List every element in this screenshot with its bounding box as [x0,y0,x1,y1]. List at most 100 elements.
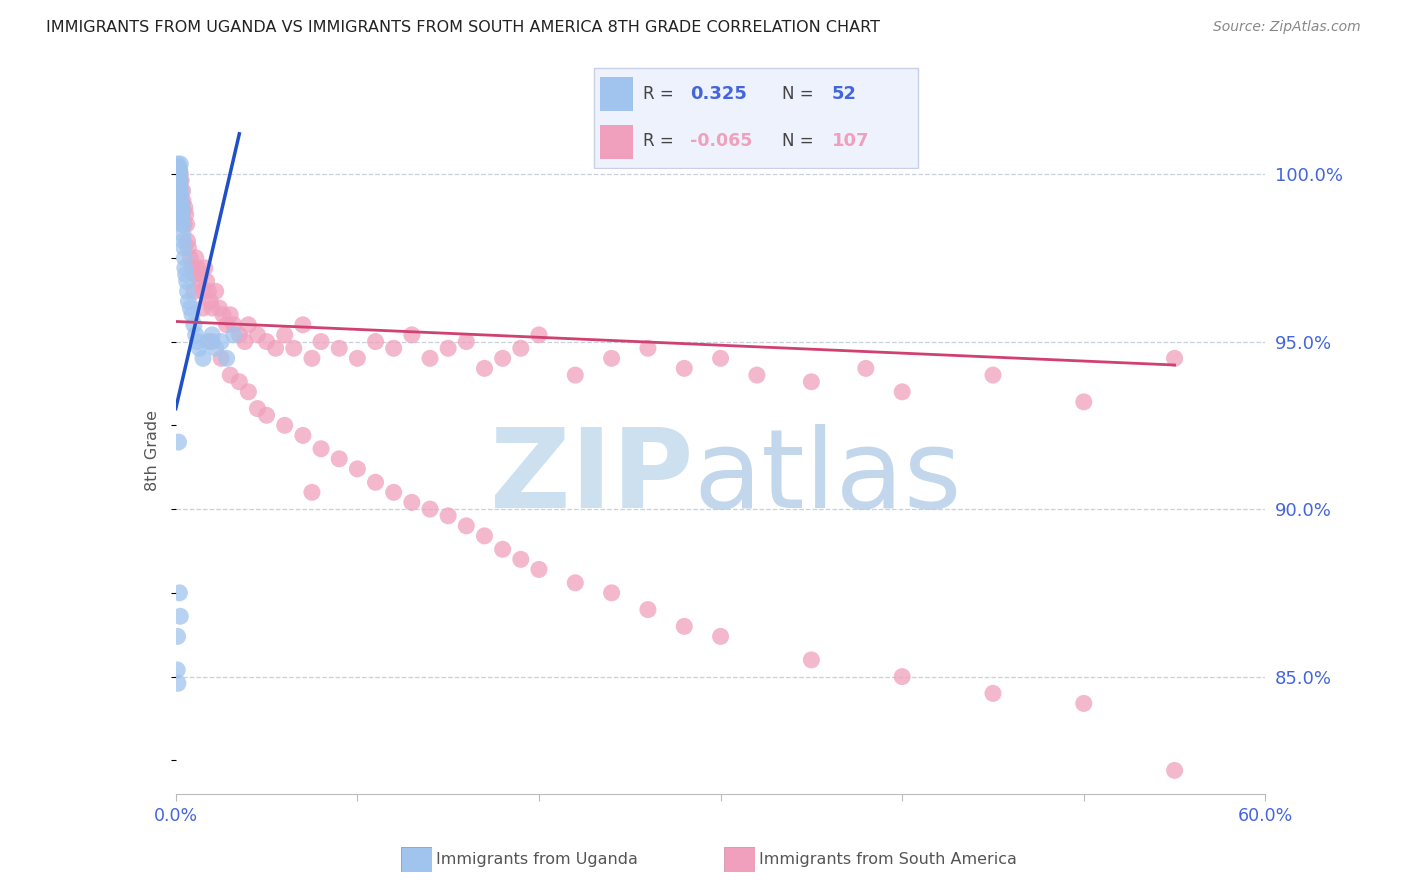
Point [170,217,193,231]
Point [309,442,332,456]
Point [176,217,198,231]
Point [167,174,190,188]
Point [169,187,191,202]
Point [183,285,205,299]
Point [492,351,515,366]
Point [167,676,190,690]
Point [600,351,623,366]
Point [172,194,194,208]
Point [246,327,269,342]
Point [173,201,195,215]
Point [179,251,201,265]
Point [167,167,190,181]
Point [191,351,214,366]
Point [527,562,550,576]
Point [208,301,231,315]
Bar [600,126,634,159]
Point [166,161,188,175]
Point [190,268,212,282]
Point [177,294,200,309]
Point [209,334,232,349]
Point [167,184,190,198]
Point [382,341,405,355]
Point [219,368,242,382]
Point [246,401,269,416]
Point [212,308,235,322]
Point [197,334,219,349]
Point [169,194,191,208]
Point [509,341,531,355]
Point [382,485,405,500]
Point [215,318,238,332]
Point [215,351,238,366]
Point [166,161,188,175]
Text: Source: ZipAtlas.com: Source: ZipAtlas.com [1213,20,1361,34]
Point [173,260,195,275]
Point [204,341,226,355]
Point [169,609,191,624]
Point [169,180,191,194]
FancyBboxPatch shape [593,68,918,169]
Text: 0.0%: 0.0% [153,807,198,825]
Text: R =: R = [644,85,673,103]
Point [201,327,224,342]
Point [173,251,195,265]
Point [167,174,190,188]
Point [191,301,214,315]
Point [401,495,423,509]
Point [201,301,224,315]
Point [167,167,190,181]
Point [745,368,768,382]
Point [401,327,423,342]
Point [1163,764,1185,778]
Point [238,384,260,399]
Point [492,542,515,557]
Point [346,462,368,476]
Text: R =: R = [644,132,673,150]
Point [169,167,191,181]
Point [169,163,191,178]
Point [291,428,314,442]
Y-axis label: 8th Grade: 8th Grade [145,410,160,491]
Point [172,207,194,221]
Point [173,241,195,255]
Point [301,351,323,366]
Point [170,207,193,221]
Point [195,274,218,288]
Point [209,351,232,366]
Point [166,157,188,171]
Point [167,435,190,450]
Point [710,351,733,366]
Point [309,334,332,349]
Point [169,586,191,600]
Point [346,351,368,366]
Text: IMMIGRANTS FROM UGANDA VS IMMIGRANTS FROM SOUTH AMERICA 8TH GRADE CORRELATION CH: IMMIGRANTS FROM UGANDA VS IMMIGRANTS FRO… [46,20,880,35]
Point [174,268,197,282]
Point [186,260,209,275]
Point [179,301,201,315]
Point [167,174,190,188]
Point [172,207,194,221]
Point [176,285,198,299]
Point [222,318,245,332]
Point [169,167,191,181]
Point [891,670,914,684]
Point [456,334,478,349]
Point [238,318,260,332]
Point [174,207,197,221]
Point [183,318,205,332]
Point [184,327,207,342]
Point [173,217,195,231]
Point [169,174,191,188]
Point [233,334,256,349]
Point [474,361,496,376]
Point [170,184,193,198]
Point [527,327,550,342]
Point [855,361,877,376]
Point [1163,351,1185,366]
Point [1073,395,1095,409]
Point [200,294,222,309]
Bar [600,77,634,111]
Point [169,184,191,198]
Point [981,686,1004,700]
